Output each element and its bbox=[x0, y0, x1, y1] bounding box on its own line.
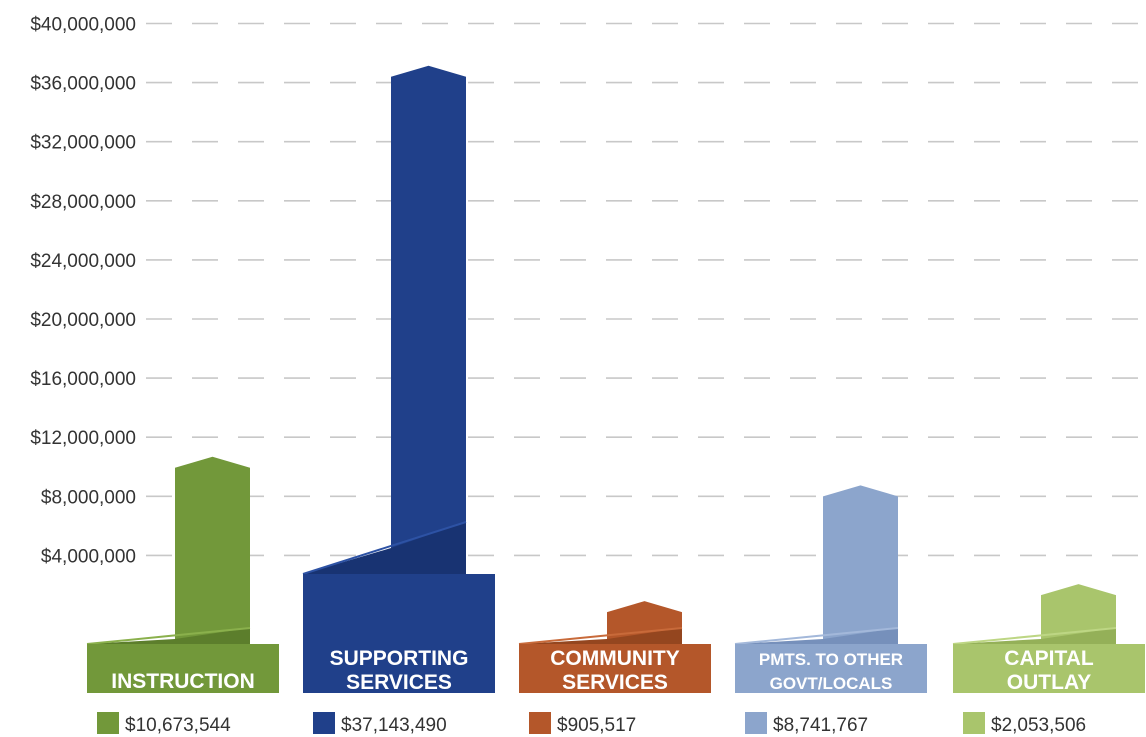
category-label: SUPPORTING bbox=[330, 647, 469, 670]
category-label-box bbox=[953, 644, 1145, 693]
bar-fold-edge bbox=[86, 627, 251, 645]
y-tick-label: $4,000,000 bbox=[41, 546, 136, 567]
legend-value-label: $8,741,767 bbox=[773, 715, 868, 736]
category-label: CAPITAL bbox=[1004, 647, 1094, 670]
bar-shaft bbox=[175, 456, 250, 644]
bar-fold-edge bbox=[518, 627, 683, 645]
bar-shaft bbox=[823, 485, 898, 644]
category-label-box bbox=[519, 644, 711, 693]
bar-fold-edge bbox=[302, 521, 467, 575]
legend-swatch bbox=[97, 712, 119, 734]
category-label: SERVICES bbox=[562, 671, 668, 694]
bar-fold bbox=[519, 628, 682, 644]
bar-shaft bbox=[391, 65, 466, 575]
y-tick-label: $40,000,000 bbox=[30, 15, 136, 36]
category-label: COMMUNITY bbox=[550, 647, 680, 670]
category-label: PMTS. TO OTHER bbox=[759, 650, 903, 669]
legend-swatch bbox=[963, 712, 985, 734]
legend-swatch bbox=[745, 712, 767, 734]
bar-fold bbox=[87, 628, 250, 644]
y-tick-label: $16,000,000 bbox=[30, 369, 136, 390]
y-tick-label: $8,000,000 bbox=[41, 487, 136, 508]
category-label: INSTRUCTION bbox=[111, 670, 255, 693]
category-label-box bbox=[735, 644, 927, 693]
legend-value-label: $10,673,544 bbox=[125, 715, 231, 736]
legend-value-label: $37,143,490 bbox=[341, 715, 447, 736]
y-tick-label: $36,000,000 bbox=[30, 74, 136, 95]
legend-value-label: $905,517 bbox=[557, 715, 636, 736]
bar-fold bbox=[303, 522, 466, 574]
category-label-box bbox=[303, 574, 495, 693]
bar-fold bbox=[953, 628, 1116, 644]
category-label: OUTLAY bbox=[1007, 671, 1091, 694]
category-label-box bbox=[87, 644, 279, 693]
category-label: SERVICES bbox=[346, 671, 452, 694]
legend-value-label: $2,053,506 bbox=[991, 715, 1086, 736]
y-tick-label: $24,000,000 bbox=[30, 251, 136, 272]
y-tick-label: $32,000,000 bbox=[30, 133, 136, 154]
bar-fold-edge bbox=[734, 627, 899, 645]
y-tick-label: $20,000,000 bbox=[30, 310, 136, 331]
y-tick-label: $28,000,000 bbox=[30, 192, 136, 213]
bar-fold bbox=[735, 628, 898, 644]
y-tick-label: $12,000,000 bbox=[30, 428, 136, 449]
bar-fold-edge bbox=[952, 627, 1117, 645]
category-label: GOVT/LOCALS bbox=[770, 674, 893, 693]
legend-swatch bbox=[529, 712, 551, 734]
legend-swatch bbox=[313, 712, 335, 734]
